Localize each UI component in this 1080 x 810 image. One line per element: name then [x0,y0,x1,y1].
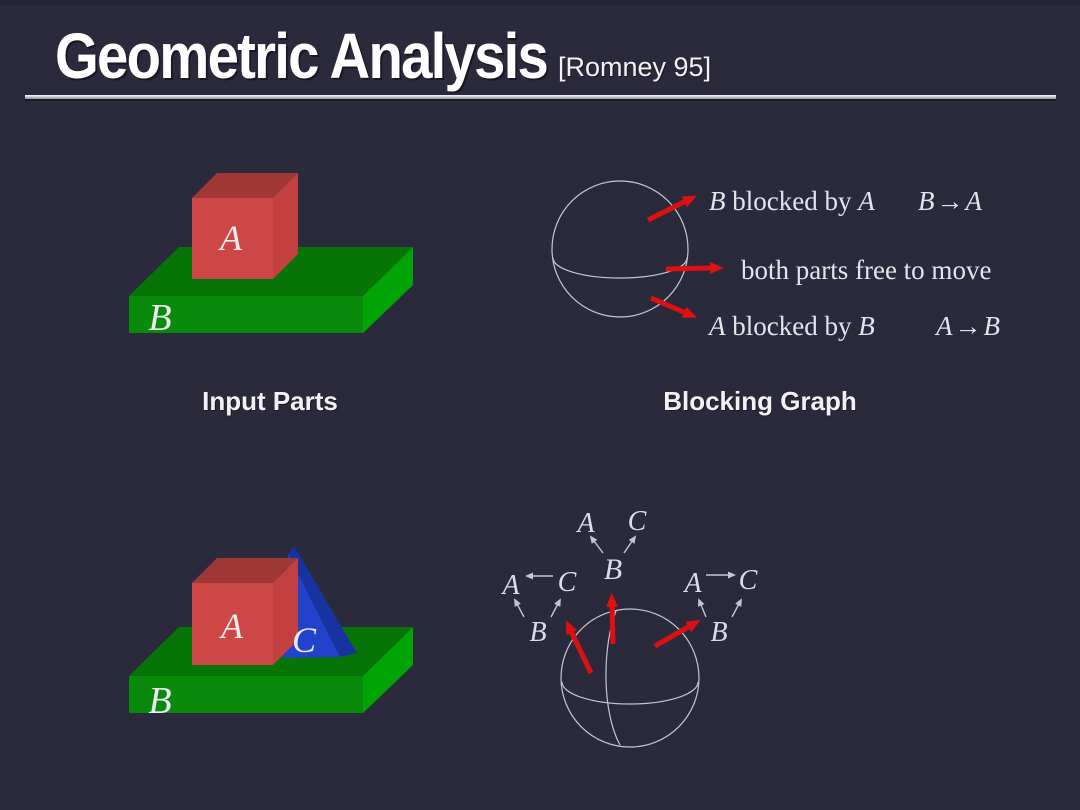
node-b: B [529,617,546,648]
cube-front-face [192,198,273,279]
edge-b-a [698,598,707,618]
input-parts-diagram-top: A B [129,173,413,339]
slab-b-label: B [148,297,171,339]
edge-b-c [731,598,742,618]
input-parts-diagram-bottom: A C B [129,546,413,722]
edge1-src: B [918,186,935,216]
blocking-sphere-bottom: A C B A C B A C B [500,506,758,748]
blocking-sphere-top [551,180,724,318]
edge-a-to-b: A→B [936,311,1000,342]
node-a: A [575,508,595,539]
note3-agent: B [858,311,875,341]
note1-verb: blocked by [732,186,852,216]
mini-graph-center: A C B [575,506,646,586]
cube-a [192,173,298,279]
edge-b-a [514,598,525,618]
cube-right-face [273,558,298,665]
node-c: C [558,567,577,598]
arrow-a-blocked [650,295,698,318]
edge-b-a [589,535,604,554]
edge3-dst: B [983,311,1001,341]
cube-a-label: A [219,606,244,646]
mini-graph-left: A C B [500,567,576,648]
slab-b-label: B [148,680,171,722]
arrow-to-center-graph [606,593,619,645]
slab-front-face [129,296,363,333]
top-edge-band [0,0,1080,5]
cube-top-face [192,558,298,583]
edge1-arrow-glyph: → [936,186,964,216]
caption-blocking-graph: Blocking Graph [663,386,857,416]
arrow-b-blocked [646,195,697,223]
node-c: C [739,565,758,596]
sphere-equator [561,681,699,705]
cube-a-label: A [218,218,243,258]
edge3-arrow-glyph: → [954,311,982,341]
note-b-blocked-by-a: B blocked by A [709,186,875,217]
arrow-to-left-graph [565,620,594,675]
node-c: C [628,506,647,537]
note3-verb: blocked by [732,311,852,341]
edge3-src: A [936,311,953,341]
wedge-ramp-face [288,546,357,657]
node-b: B [710,617,727,648]
slab-right-face [363,247,413,333]
slab-front-face [129,676,363,713]
citation: [Romney 95] [558,52,712,82]
page-title: Geometric Analysis [55,20,549,92]
note3-subject: A [709,311,726,341]
note-free-to-move: both parts free to move [741,255,992,285]
node-a: A [682,568,702,599]
note1-subject: B [709,186,726,216]
caption-input-parts: Input Parts [202,386,338,416]
note1-agent: A [858,186,875,216]
slab-right-face [363,627,413,713]
cube-a [192,558,298,665]
cube-front-face [192,583,273,665]
edge-b-c [623,535,637,554]
edge-b-c [550,598,561,618]
title-underline [25,95,1056,99]
mini-graph-right: A C B [682,565,757,648]
cube-top-face [192,173,298,198]
sphere-outline [551,180,689,318]
arrow-to-right-graph [653,620,701,649]
cube-right-face [273,173,298,279]
edge-b-to-a: B→A [918,186,982,217]
edge1-dst: A [965,186,983,216]
wedge-c-label: C [292,620,317,660]
sphere-outline [560,608,700,748]
node-a: A [500,570,520,601]
arrow-free-to-move [665,262,724,275]
note-a-blocked-by-b: A blocked by B [709,311,875,342]
node-b: B [604,553,622,586]
